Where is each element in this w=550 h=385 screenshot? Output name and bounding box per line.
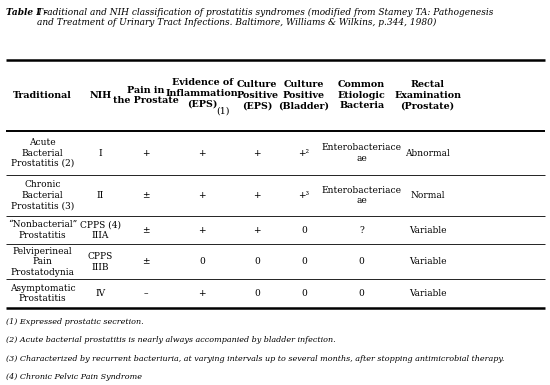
Text: (4) Chronic Pelvic Pain Syndrome: (4) Chronic Pelvic Pain Syndrome <box>6 373 141 381</box>
Text: (1): (1) <box>216 106 229 115</box>
Text: Normal: Normal <box>410 191 445 200</box>
Text: Culture
Positive
(Bladder): Culture Positive (Bladder) <box>278 80 329 110</box>
Text: ?: ? <box>359 226 364 234</box>
Text: –: – <box>144 289 148 298</box>
Text: Enterobacteriace
ae: Enterobacteriace ae <box>322 186 402 205</box>
Text: “Nonbacterial”
Prostatitis: “Nonbacterial” Prostatitis <box>8 220 77 240</box>
Text: +: + <box>199 289 206 298</box>
Text: CPPS (4)
IIIA: CPPS (4) IIIA <box>80 220 121 240</box>
Text: +: + <box>142 149 150 157</box>
Text: Traditional and NIH classification of prostatitis syndromes (modified from Stame: Traditional and NIH classification of pr… <box>37 8 494 27</box>
Text: Asymptomatic
Prostatitis: Asymptomatic Prostatitis <box>10 284 75 303</box>
Text: Rectal
Examination
(Prostate): Rectal Examination (Prostate) <box>394 80 461 110</box>
Text: +: + <box>254 191 261 200</box>
Text: Pelviperineal
Pain
Prostatodynia: Pelviperineal Pain Prostatodynia <box>10 247 75 277</box>
Text: +: + <box>199 226 206 234</box>
Text: 0: 0 <box>359 257 365 266</box>
Text: ±: ± <box>142 226 150 234</box>
Text: NIH: NIH <box>89 91 112 100</box>
Text: Variable: Variable <box>409 289 447 298</box>
Text: 0: 0 <box>254 257 260 266</box>
Text: Variable: Variable <box>409 226 447 234</box>
Text: Chronic
Bacterial
Prostatitis (3): Chronic Bacterial Prostatitis (3) <box>11 181 74 210</box>
Text: +³: +³ <box>298 191 310 200</box>
Text: (2) Acute bacterial prostatitis is nearly always accompanied by bladder infectio: (2) Acute bacterial prostatitis is nearl… <box>6 336 335 344</box>
Text: Culture
Positive
(EPS): Culture Positive (EPS) <box>236 80 278 110</box>
Text: Evidence of
Inflammation
(EPS): Evidence of Inflammation (EPS) <box>166 79 239 108</box>
Text: +: + <box>199 149 206 157</box>
Text: ±: ± <box>142 257 150 266</box>
Text: Variable: Variable <box>409 257 447 266</box>
Text: 0: 0 <box>359 289 365 298</box>
Text: +: + <box>199 191 206 200</box>
Text: 0: 0 <box>199 257 205 266</box>
Text: II: II <box>97 191 104 200</box>
Text: +²: +² <box>298 149 310 157</box>
Text: Table I -: Table I - <box>6 8 50 17</box>
Text: Common
Etiologic
Bacteria: Common Etiologic Bacteria <box>338 80 386 110</box>
Text: IV: IV <box>95 289 106 298</box>
Text: Enterobacteriace
ae: Enterobacteriace ae <box>322 143 402 163</box>
Text: 0: 0 <box>301 257 307 266</box>
Text: (3) Characterized by recurrent bacteriuria, at varying intervals up to several m: (3) Characterized by recurrent bacteriur… <box>6 355 504 363</box>
Text: 0: 0 <box>254 289 260 298</box>
Text: CPPS
IIIB: CPPS IIIB <box>88 252 113 271</box>
Text: Pain in
the Prostate: Pain in the Prostate <box>113 85 179 105</box>
Text: +: + <box>254 226 261 234</box>
Text: Acute
Bacterial
Prostatitis (2): Acute Bacterial Prostatitis (2) <box>11 138 74 168</box>
Text: ±: ± <box>142 191 150 200</box>
Text: Abnormal: Abnormal <box>405 149 450 157</box>
Text: I: I <box>98 149 102 157</box>
Text: 0: 0 <box>301 289 307 298</box>
Text: +: + <box>254 149 261 157</box>
Text: Traditional: Traditional <box>13 91 72 100</box>
Text: 0: 0 <box>301 226 307 234</box>
Text: (1) Expressed prostatic secretion.: (1) Expressed prostatic secretion. <box>6 318 143 326</box>
